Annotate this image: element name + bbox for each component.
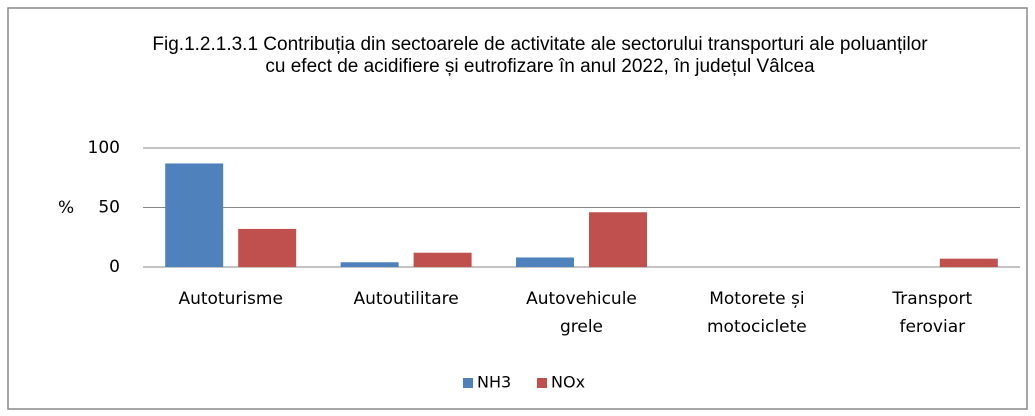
bar (238, 228, 297, 267)
y-axis-label: % (58, 198, 74, 218)
bar (413, 252, 472, 267)
legend-label: NOx (551, 373, 585, 392)
bar (165, 163, 224, 267)
x-tick-label: Motorete și motociclete (707, 289, 807, 337)
bar (340, 262, 399, 267)
x-tick-label: Autoutilitare (353, 289, 459, 309)
bar (939, 258, 998, 267)
x-tick-label: Autoturisme (178, 289, 283, 309)
legend-label: NH3 (477, 373, 511, 392)
y-tick-label: 0 (109, 257, 120, 277)
bar (589, 212, 647, 267)
legend-swatch (537, 378, 547, 388)
x-tick-label: Autovehicule grele (526, 289, 637, 337)
chart-title: Fig.1.2.1.3.1 Contribuția din sectoarele… (152, 34, 928, 77)
legend-swatch (463, 378, 473, 388)
y-tick-label: 100 (88, 138, 120, 158)
y-tick-label: 50 (98, 198, 120, 218)
x-tick-label: Transport feroviar (892, 289, 973, 337)
bar (516, 257, 574, 267)
